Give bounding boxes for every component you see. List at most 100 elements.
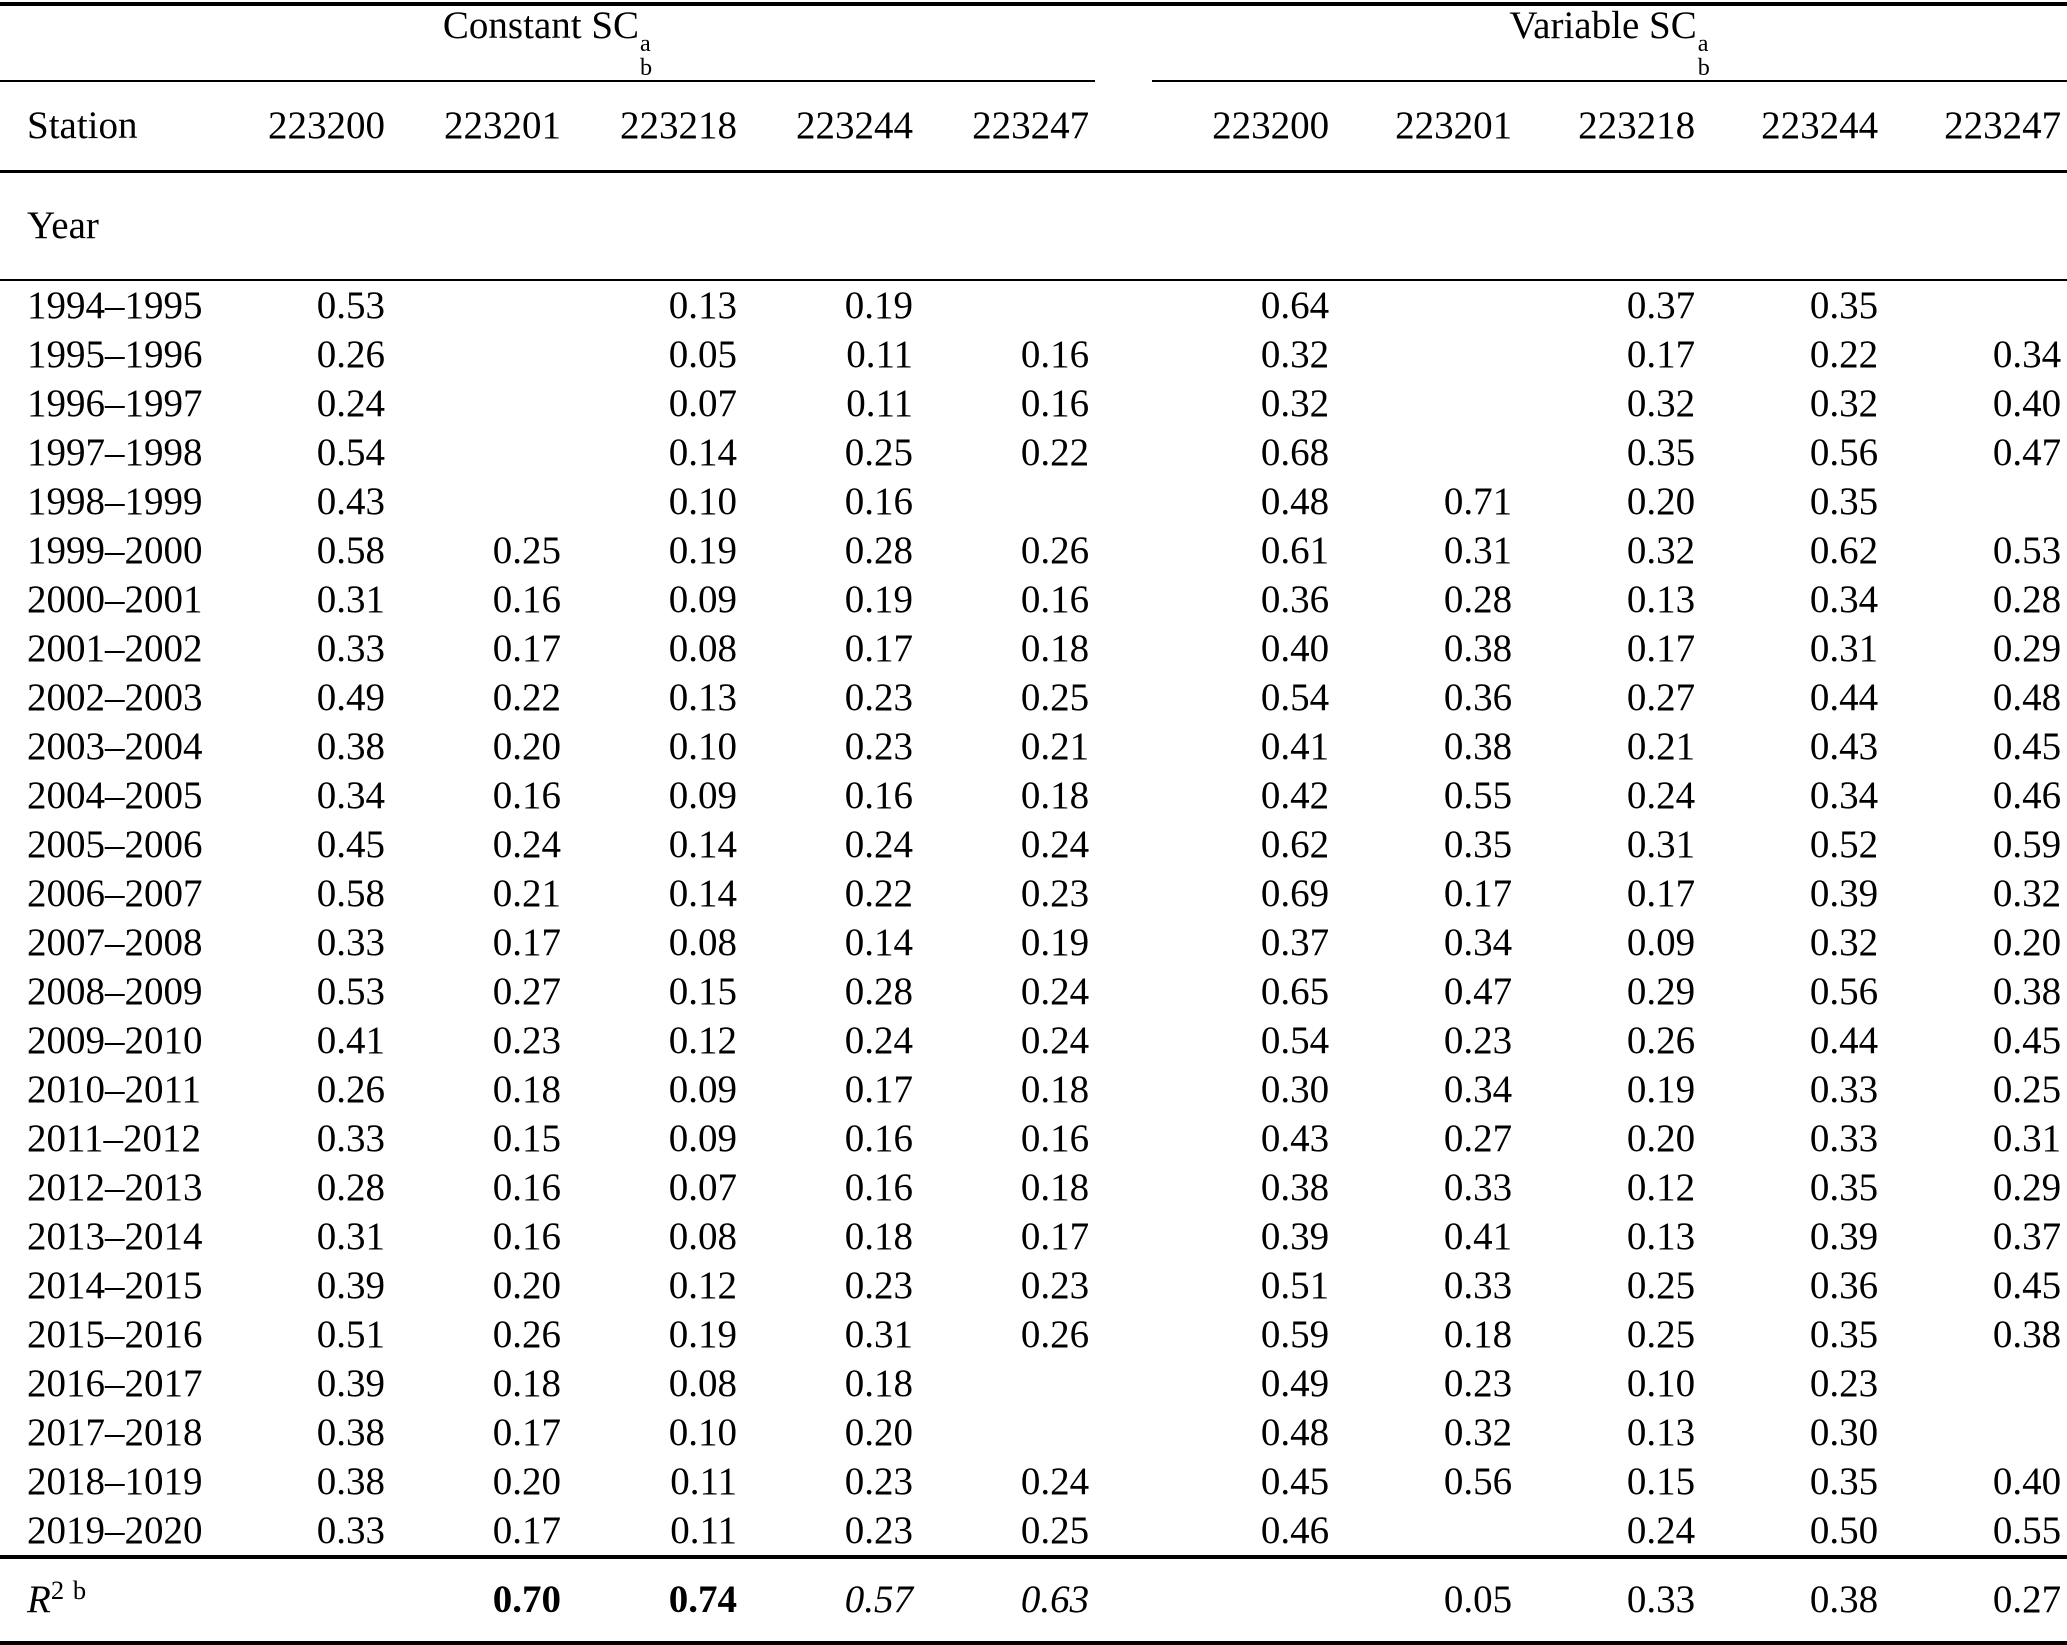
value-cell-constant: 0.23 xyxy=(1020,871,1090,915)
value-cell-variable: 0.24 xyxy=(1626,1508,1696,1552)
value-cell-constant: 0.16 xyxy=(492,773,561,817)
table-row: 2017–2018 0.38 0.17 0.10 0.20 0.48 0.32 0.13 0.3… xyxy=(0,1408,2067,1457)
value-cell-variable: 0.23 xyxy=(1443,1361,1513,1405)
value-cell-variable: 0.34 xyxy=(1809,577,1879,621)
value-cell-constant xyxy=(919,1359,1095,1408)
table-row: 2018–1019 0.38 0.20 0.11 0.23 0.24 0.45 0.56 0.1… xyxy=(0,1457,2067,1506)
value-cell-constant: 0.13 xyxy=(668,675,737,719)
value-cell-constant: 0.11 xyxy=(670,1459,737,1503)
r2-value-constant: 0.63 xyxy=(919,1554,1096,1643)
value-cell-variable: 0.38 xyxy=(1260,1165,1330,1209)
value-cell-constant: 0.21 xyxy=(492,871,561,915)
value-cell-variable: 0.33 xyxy=(1443,1165,1513,1209)
value-cell-constant: 0.33 xyxy=(316,626,385,670)
value-cell-constant: 0.12 xyxy=(668,1263,737,1307)
value-cell-variable: 0.25 xyxy=(1626,1312,1696,1356)
column-gap xyxy=(1095,771,1152,820)
year-cell: 1995–1996 xyxy=(27,332,203,376)
value-cell-constant: 0.23 xyxy=(844,1263,913,1307)
value-cell-constant: 0.31 xyxy=(316,577,385,621)
value-cell-variable: 0.33 xyxy=(1443,1263,1513,1307)
table-row: 1995–1996 0.26 0.05 0.11 0.16 0.32 0.17 0.22 0.3… xyxy=(0,330,2067,379)
column-gap xyxy=(1095,1016,1152,1065)
value-cell-variable: 0.55 xyxy=(1992,1508,2062,1552)
value-cell-variable: 0.48 xyxy=(1260,479,1330,523)
value-cell-constant xyxy=(919,477,1095,526)
value-cell-variable: 0.33 xyxy=(1809,1067,1879,1111)
value-cell-variable: 0.41 xyxy=(1260,724,1330,768)
value-cell-variable: 0.13 xyxy=(1626,1410,1696,1454)
value-cell-variable: 0.38 xyxy=(1992,969,2062,1013)
value-cell-constant: 0.25 xyxy=(1020,1508,1090,1552)
value-cell-variable: 0.42 xyxy=(1260,773,1330,817)
value-cell-constant: 0.08 xyxy=(668,1214,737,1258)
value-cell-constant: 0.49 xyxy=(316,675,385,719)
value-cell-variable: 0.45 xyxy=(1260,1459,1330,1503)
value-cell-variable: 0.53 xyxy=(1992,528,2062,572)
value-cell-constant: 0.15 xyxy=(668,969,737,1013)
value-cell-variable: 0.48 xyxy=(1260,1410,1330,1454)
value-cell-constant: 0.16 xyxy=(492,1214,561,1258)
column-gap xyxy=(1095,1114,1152,1163)
column-gap xyxy=(1095,1359,1152,1408)
value-cell-variable: 0.15 xyxy=(1626,1459,1696,1503)
value-cell-variable: 0.59 xyxy=(1992,822,2062,866)
value-cell-constant: 0.23 xyxy=(844,675,913,719)
value-cell-constant: 0.24 xyxy=(1020,1459,1090,1503)
column-gap xyxy=(1095,820,1152,869)
column-gap xyxy=(1095,280,1152,330)
value-cell-constant: 0.16 xyxy=(844,479,913,523)
value-cell-constant: 0.17 xyxy=(492,626,561,670)
value-cell-variable xyxy=(1884,1408,2067,1457)
table-row: 2016–2017 0.39 0.18 0.08 0.18 0.49 0.23 0.10 0.2… xyxy=(0,1359,2067,1408)
value-cell-variable: 0.32 xyxy=(1443,1410,1513,1454)
value-cell-constant: 0.26 xyxy=(316,332,385,376)
table-row: 1996–1997 0.24 0.07 0.11 0.16 0.32 0.32 0.32 0.4… xyxy=(0,379,2067,428)
value-cell-constant: 0.25 xyxy=(1020,675,1090,719)
value-cell-variable: 0.38 xyxy=(1443,724,1513,768)
value-cell-variable: 0.22 xyxy=(1809,332,1879,376)
year-cell: 2019–2020 xyxy=(27,1508,203,1552)
value-cell-variable: 0.50 xyxy=(1809,1508,1879,1552)
value-cell-variable: 0.29 xyxy=(1992,1165,2062,1209)
value-cell-constant: 0.26 xyxy=(1020,1312,1090,1356)
value-cell-variable: 0.20 xyxy=(1626,1116,1696,1160)
value-cell-variable: 0.56 xyxy=(1443,1459,1513,1503)
value-cell-variable: 0.45 xyxy=(1992,724,2062,768)
value-cell-constant: 0.09 xyxy=(668,773,737,817)
value-cell-constant: 0.19 xyxy=(844,283,913,327)
value-cell-constant: 0.38 xyxy=(316,1410,385,1454)
value-cell-constant: 0.24 xyxy=(844,822,913,866)
value-cell-variable: 0.61 xyxy=(1260,528,1330,572)
column-gap xyxy=(1095,1212,1152,1261)
value-cell-variable: 0.35 xyxy=(1809,1459,1879,1503)
value-cell-variable: 0.32 xyxy=(1809,381,1879,425)
year-cell: 2007–2008 xyxy=(27,920,203,964)
value-cell-variable: 0.13 xyxy=(1626,1214,1696,1258)
column-gap xyxy=(1095,918,1152,967)
value-cell-variable: 0.39 xyxy=(1809,1214,1879,1258)
value-cell-constant: 0.53 xyxy=(316,283,385,327)
column-gap xyxy=(1095,1554,1153,1643)
value-cell-constant: 0.18 xyxy=(492,1067,561,1111)
value-cell-variable: 0.41 xyxy=(1443,1214,1513,1258)
year-section-label: Year xyxy=(0,171,2067,281)
column-gap xyxy=(1095,1261,1152,1310)
value-cell-constant: 0.33 xyxy=(316,920,385,964)
table-row: 2003–2004 0.38 0.20 0.10 0.23 0.21 0.41 0.38 0.2… xyxy=(0,722,2067,771)
value-cell-constant xyxy=(391,330,567,379)
table-row: 2005–2006 0.45 0.24 0.14 0.24 0.24 0.62 0.35 0.3… xyxy=(0,820,2067,869)
value-cell-constant: 0.07 xyxy=(668,381,737,425)
value-cell-constant: 0.05 xyxy=(668,332,737,376)
value-cell-variable: 0.34 xyxy=(1809,773,1879,817)
group-header-row: Constant SC a b Variable SC a b xyxy=(0,4,2067,82)
value-cell-variable: 0.17 xyxy=(1443,871,1513,915)
station-header-row: Station 223200 223201 223218 223244 2232… xyxy=(0,80,2067,173)
value-cell-variable: 0.20 xyxy=(1992,920,2062,964)
value-cell-variable: 0.25 xyxy=(1992,1067,2062,1111)
value-cell-constant: 0.18 xyxy=(492,1361,561,1405)
table-row: 2001–2002 0.33 0.17 0.08 0.17 0.18 0.40 0.38 0.1… xyxy=(0,624,2067,673)
value-cell-constant: 0.58 xyxy=(316,871,385,915)
